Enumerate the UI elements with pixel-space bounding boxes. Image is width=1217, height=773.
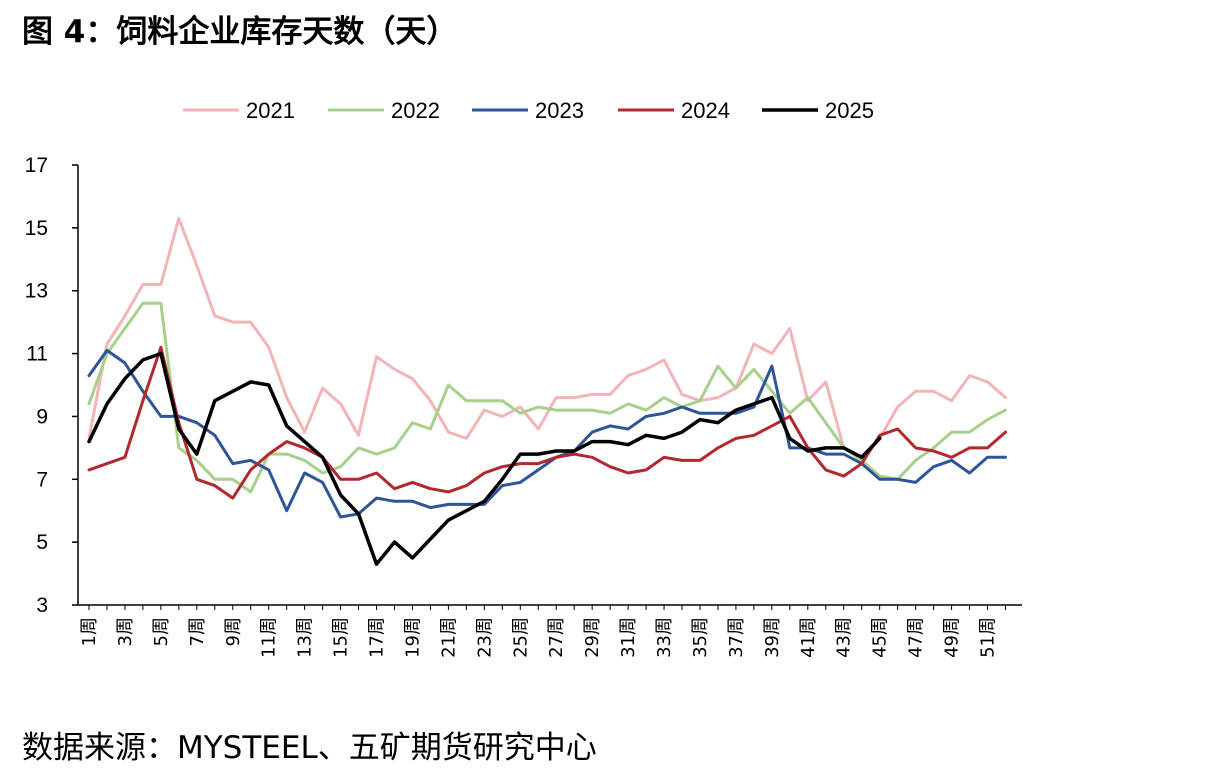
x-tick-label: 9周: [223, 617, 244, 646]
y-tick-label: 17: [25, 154, 48, 177]
x-tick-label: 25周: [510, 617, 531, 658]
x-tick-label: 7周: [187, 617, 208, 646]
x-tick-label: 33周: [654, 617, 675, 658]
x-tick-label: 17周: [367, 617, 388, 658]
x-tick-label: 19周: [402, 617, 423, 658]
x-tick-label: 49周: [942, 617, 963, 658]
axes: 3 5 7 9 11 13 15 17 1周 3周 5周 7周 9周 11周 13周 15周 17周 19周 21周…: [25, 154, 1022, 658]
series-lines: [87, 216, 1007, 566]
legend: 2021 2022 2023 2024 2025: [183, 98, 874, 123]
legend-label-2023: 2023: [535, 98, 584, 123]
x-tick-label: 23周: [474, 617, 495, 658]
y-tick-label: 5: [36, 531, 48, 554]
y-tick-label: 15: [25, 217, 48, 240]
x-tick-label: 13周: [295, 617, 316, 658]
x-tick-label: 15周: [331, 617, 352, 658]
x-tick-label: 51周: [978, 617, 999, 658]
series-line-2024: [87, 345, 1007, 500]
x-tick-label: 39周: [762, 617, 783, 658]
y-tick-label: 13: [25, 280, 48, 303]
x-tick-label: 47周: [906, 617, 927, 658]
x-tick-label: 27周: [546, 617, 567, 658]
x-tick-label: 21周: [438, 617, 459, 658]
legend-label-2025: 2025: [825, 98, 874, 123]
x-tick-label: 1周: [79, 617, 100, 646]
series-line-2021: [87, 216, 1007, 462]
x-tick-label: 37周: [726, 617, 747, 658]
x-tick-label: 5周: [151, 617, 172, 646]
legend-label-2021: 2021: [246, 98, 295, 123]
series-line-2025: [87, 351, 882, 566]
x-tick-label: 31周: [618, 617, 639, 658]
legend-label-2024: 2024: [681, 98, 730, 123]
y-tick-label: 11: [26, 343, 48, 366]
x-tick-label: 35周: [690, 617, 711, 658]
x-tick-label: 45周: [870, 617, 891, 658]
source-note: 数据来源：MYSTEEL、五矿期货研究中心: [22, 730, 597, 766]
y-tick-label: 9: [36, 405, 48, 428]
x-tick-label: 11周: [259, 617, 280, 658]
series-line-2023: [87, 348, 1007, 519]
legend-label-2022: 2022: [391, 98, 440, 123]
x-tick-label: 41周: [798, 617, 819, 658]
y-tick-label: 3: [36, 594, 48, 617]
page-title: 图 4：饲料企业库存天数（天）: [22, 14, 458, 50]
x-tick-label: 43周: [834, 617, 855, 658]
x-tick-label: 3周: [115, 617, 136, 646]
y-tick-label: 7: [36, 468, 48, 491]
x-tick-label: 29周: [582, 617, 603, 658]
